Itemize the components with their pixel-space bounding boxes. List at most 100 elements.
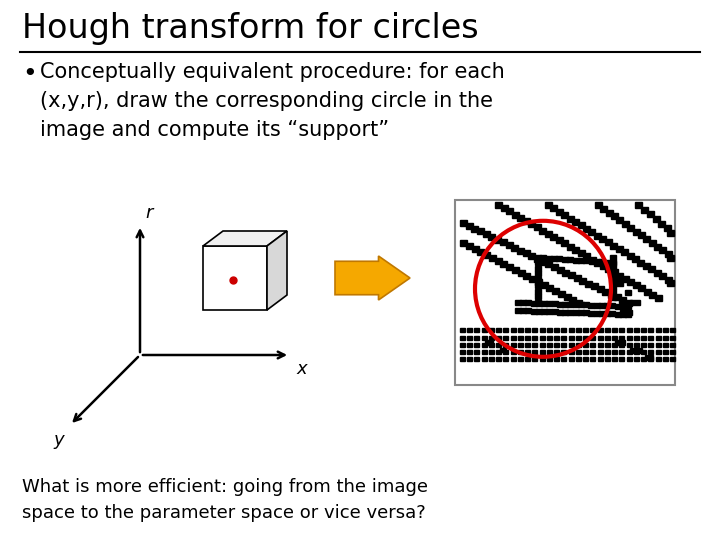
Bar xyxy=(561,240,568,246)
Bar xyxy=(535,294,541,299)
Bar xyxy=(474,328,480,332)
Bar xyxy=(506,264,513,270)
Bar xyxy=(532,343,537,347)
Bar xyxy=(626,336,631,340)
Bar xyxy=(599,311,605,316)
Polygon shape xyxy=(335,256,410,300)
Bar xyxy=(630,348,642,353)
Bar xyxy=(557,301,563,307)
Bar xyxy=(500,348,506,352)
Bar xyxy=(583,258,589,263)
Bar xyxy=(583,357,588,361)
Bar xyxy=(562,343,567,347)
Bar xyxy=(503,343,508,347)
Bar xyxy=(528,221,535,227)
Bar xyxy=(610,278,616,283)
Bar xyxy=(552,309,558,314)
Bar xyxy=(557,267,564,273)
Polygon shape xyxy=(203,231,287,246)
Bar xyxy=(625,290,631,295)
Bar xyxy=(670,350,675,354)
Bar xyxy=(598,328,603,332)
Bar xyxy=(619,336,624,340)
Bar xyxy=(547,350,552,354)
Bar xyxy=(525,343,530,347)
Bar xyxy=(556,209,563,215)
Bar xyxy=(477,228,484,234)
Bar xyxy=(570,297,576,303)
Bar xyxy=(500,239,507,245)
Bar xyxy=(495,258,502,264)
Bar xyxy=(460,357,465,361)
Bar xyxy=(626,328,631,332)
Bar xyxy=(577,222,585,228)
Bar xyxy=(562,350,567,354)
Bar xyxy=(510,328,516,332)
Bar xyxy=(610,289,616,294)
Bar xyxy=(574,275,581,281)
Bar xyxy=(466,223,473,229)
Bar xyxy=(541,309,547,314)
Bar xyxy=(605,239,612,245)
Bar xyxy=(518,350,523,354)
Bar xyxy=(576,350,581,354)
Bar xyxy=(634,357,639,361)
Bar xyxy=(556,237,563,244)
Bar xyxy=(598,357,603,361)
Bar xyxy=(551,264,558,270)
Bar xyxy=(594,260,601,266)
Bar xyxy=(547,328,552,332)
Bar xyxy=(667,280,674,286)
Bar xyxy=(655,295,662,301)
Bar xyxy=(503,357,508,361)
Bar xyxy=(648,350,653,354)
Bar xyxy=(540,255,546,260)
Bar xyxy=(525,357,530,361)
Bar xyxy=(523,273,530,279)
Bar xyxy=(572,310,579,315)
Bar xyxy=(665,251,672,257)
Bar xyxy=(494,237,501,242)
Bar xyxy=(639,285,645,292)
Bar xyxy=(506,208,513,214)
Bar xyxy=(610,255,616,260)
Bar xyxy=(643,263,650,269)
Bar xyxy=(627,225,634,231)
Bar xyxy=(500,205,508,211)
Bar xyxy=(626,343,631,347)
Bar xyxy=(619,343,624,347)
Bar xyxy=(515,300,521,305)
Bar xyxy=(641,350,646,354)
Bar xyxy=(568,272,575,279)
Bar xyxy=(670,336,675,340)
Bar xyxy=(634,343,639,347)
Bar xyxy=(585,281,592,287)
Bar xyxy=(590,343,595,347)
Bar xyxy=(665,276,672,282)
Bar xyxy=(534,225,541,231)
Bar xyxy=(569,336,574,340)
Bar xyxy=(588,229,595,235)
Bar xyxy=(544,231,552,237)
Bar xyxy=(638,232,645,238)
Bar xyxy=(608,292,615,298)
Bar xyxy=(598,343,603,347)
Bar xyxy=(489,336,494,340)
Bar xyxy=(518,357,523,361)
Bar xyxy=(540,357,544,361)
Bar xyxy=(576,336,581,340)
Bar xyxy=(510,357,516,361)
Bar xyxy=(547,336,552,340)
Bar xyxy=(670,357,675,361)
Bar xyxy=(518,343,523,347)
Bar xyxy=(564,294,570,300)
Bar xyxy=(518,336,523,340)
Bar xyxy=(645,355,653,360)
Bar xyxy=(648,266,655,273)
Bar xyxy=(474,336,480,340)
Text: Conceptually equivalent procedure: for each
(x,y,r), draw the corresponding circ: Conceptually equivalent procedure: for e… xyxy=(40,62,505,140)
Bar xyxy=(526,300,531,306)
Bar xyxy=(467,336,472,340)
Bar xyxy=(552,288,559,294)
Bar xyxy=(615,280,623,286)
